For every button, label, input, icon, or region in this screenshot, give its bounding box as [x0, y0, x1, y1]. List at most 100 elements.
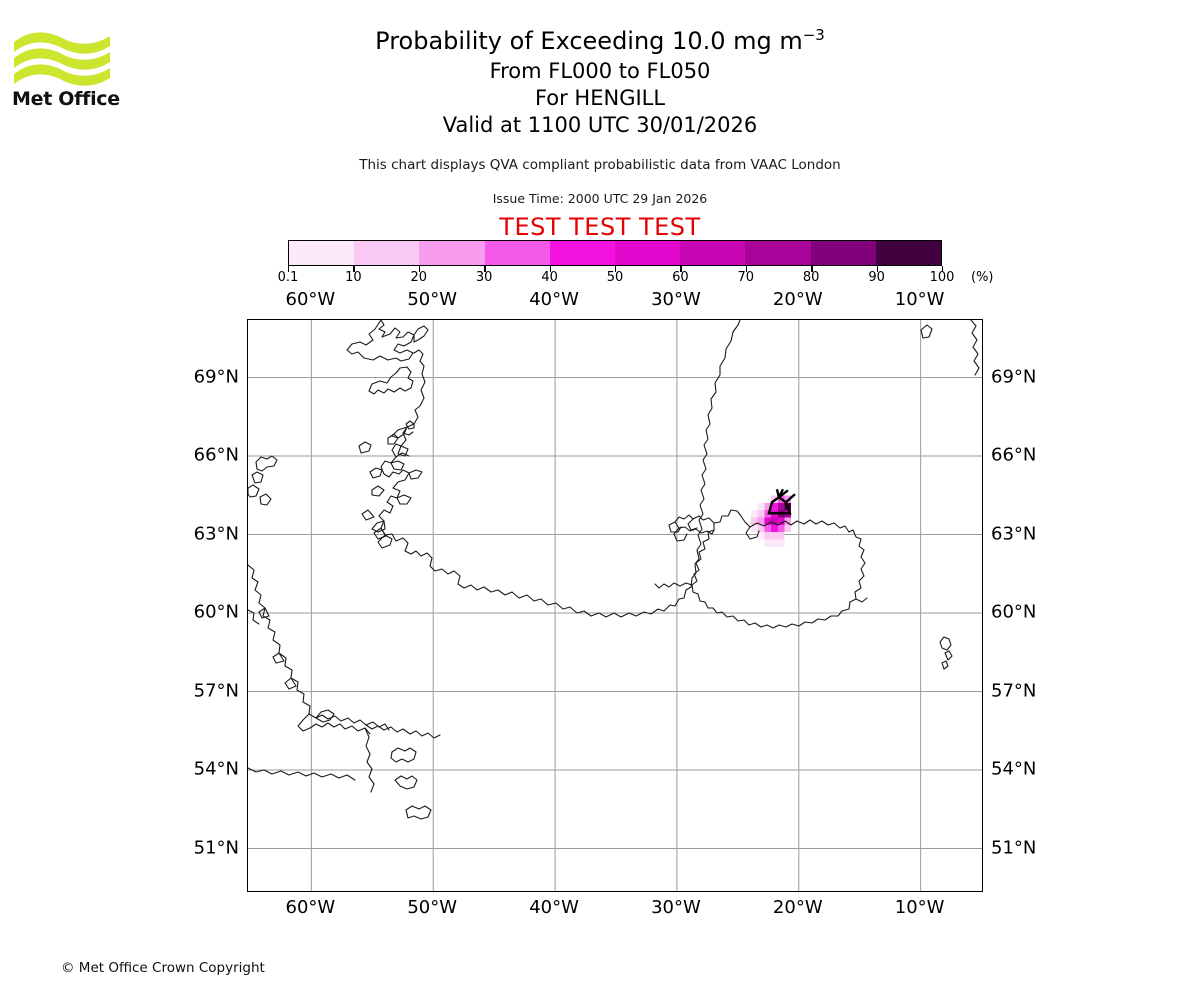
- page-title: Probability of Exceeding 10.0 mg m−3: [0, 24, 1200, 58]
- lat-tick-label: 51°N: [991, 837, 1037, 859]
- colorbar-tick-label: 80: [802, 270, 820, 285]
- lon-tick-label: 60°W: [285, 289, 336, 310]
- lon-tick-label: 30°W: [651, 897, 701, 918]
- lat-tick-label: 63°N: [193, 523, 239, 545]
- lon-tick-label: 40°W: [529, 289, 579, 310]
- issue-time-label: Issue Time: 2000 UTC 29 Jan 2026: [492, 191, 708, 206]
- colorbar-tick: [876, 266, 878, 272]
- ash-cell: [771, 502, 778, 511]
- colorbar-swatch-8: [810, 241, 876, 265]
- coastlines: [248, 320, 982, 891]
- colorbar-swatch-4: [549, 241, 616, 265]
- chart-title-block: Probability of Exceeding 10.0 mg m−3 Fro…: [0, 24, 1200, 139]
- lon-tick-label: 40°W: [529, 897, 579, 918]
- lat-tick-label: 60°N: [991, 601, 1037, 623]
- ash-cell: [764, 517, 772, 525]
- ash-cell: [757, 532, 765, 540]
- qva-note: This chart displays QVA compliant probab…: [359, 157, 841, 173]
- ash-cell: [771, 517, 778, 525]
- colorbar-ticks: [288, 266, 944, 273]
- lat-tick-label: 69°N: [193, 366, 239, 388]
- ash-cell: [777, 539, 785, 547]
- lat-tick-label: 66°N: [193, 444, 239, 466]
- ash-cell: [757, 510, 765, 518]
- map-gridlines: [248, 320, 982, 891]
- ash-cell: [777, 502, 785, 511]
- colorbar-tick: [549, 266, 551, 272]
- lon-tick-label: 30°W: [651, 289, 701, 310]
- colorbar-tick-label: 50: [606, 270, 624, 285]
- colorbar-tick: [353, 266, 355, 272]
- lat-tick-label: 51°N: [193, 837, 239, 859]
- probability-colorbar: [288, 240, 942, 266]
- lat-tick-label: 69°N: [991, 366, 1037, 388]
- colorbar-swatch-5: [615, 241, 681, 265]
- ash-cell: [777, 524, 785, 533]
- lon-tick-label: 20°W: [772, 897, 823, 918]
- lat-tick-label: 63°N: [991, 523, 1037, 545]
- colorbar-tick-label: 70: [737, 270, 755, 285]
- lon-tick-label: 60°W: [285, 897, 336, 918]
- colorbar-swatch-7: [745, 241, 811, 265]
- lon-tick-label: 10°W: [894, 289, 945, 310]
- colorbar-tick-label: 0.1: [277, 270, 299, 285]
- colorbar-tick-labels: 0.1 10 20 30 40 50 60 70 80 90 100: [278, 270, 955, 288]
- ash-cell: [764, 524, 772, 533]
- lat-tick-label: 60°N: [193, 601, 239, 623]
- colorbar-tick: [615, 266, 617, 272]
- colorbar-swatch-6: [680, 241, 746, 265]
- colorbar-tick: [418, 266, 421, 272]
- ash-cell: [764, 539, 772, 547]
- test-banner: TEST TEST TEST: [499, 213, 701, 241]
- lon-tick-label: 20°W: [772, 289, 823, 310]
- colorbar-swatches: [288, 240, 942, 266]
- colorbar-tick-label: 100: [929, 270, 955, 285]
- ash-cell: [757, 502, 765, 511]
- valid-time-label: Valid at 1100 UTC 30/01/2026: [442, 113, 758, 137]
- colorbar-swatch-0: [289, 241, 355, 265]
- ash-probability-field: [248, 320, 982, 891]
- colorbar-tick-label: 10: [345, 270, 362, 285]
- colorbar-tick: [288, 266, 290, 272]
- ash-cell: [757, 524, 765, 533]
- ash-cell: [750, 510, 758, 518]
- colorbar-unit-label: (%): [971, 270, 994, 285]
- met-office-wordmark: Met Office: [12, 88, 120, 110]
- colorbar-tick-label: 30: [475, 270, 493, 285]
- volcano-marker-icon: [767, 488, 796, 515]
- flight-levels-label: From FL000 to FL050: [489, 59, 711, 83]
- lat-tick-label: 54°N: [193, 758, 239, 780]
- title-text: Probability of Exceeding 10.0 mg m: [375, 27, 803, 55]
- colorbar-tick: [745, 266, 748, 272]
- colorbar-tick-label: 60: [672, 270, 689, 285]
- colorbar-swatch-1: [354, 241, 420, 265]
- ash-cell: [750, 524, 758, 533]
- volcano-label: For HENGILL: [534, 86, 666, 110]
- colorbar-tick: [680, 266, 682, 272]
- colorbar-swatch-2: [419, 241, 485, 265]
- colorbar-tick: [942, 266, 944, 272]
- map-plot-area: [247, 319, 983, 892]
- lat-tick-label: 66°N: [991, 444, 1037, 466]
- ash-cell: [764, 502, 772, 511]
- colorbar-tick-label: 20: [410, 270, 428, 285]
- colorbar-swatch-9: [875, 241, 942, 265]
- ash-cell: [784, 517, 792, 525]
- ash-cell: [777, 532, 785, 540]
- ash-cell: [764, 532, 772, 540]
- title-exponent: −3: [802, 26, 825, 44]
- colorbar-swatch-3: [484, 241, 550, 265]
- lon-tick-label: 10°W: [894, 897, 945, 918]
- ash-cell: [771, 539, 778, 547]
- copyright-notice: © Met Office Crown Copyright: [61, 960, 265, 976]
- met-office-logo: [12, 26, 124, 116]
- colorbar-tick: [811, 266, 813, 272]
- colorbar-tick-label: 90: [868, 270, 885, 285]
- ash-cell: [777, 517, 785, 525]
- lon-tick-label: 50°W: [407, 897, 458, 918]
- lat-tick-label: 57°N: [193, 680, 239, 702]
- colorbar-tick: [484, 266, 486, 272]
- lat-tick-label: 54°N: [991, 758, 1037, 780]
- ash-cell: [784, 524, 792, 533]
- colorbar-tick-label: 40: [541, 270, 558, 285]
